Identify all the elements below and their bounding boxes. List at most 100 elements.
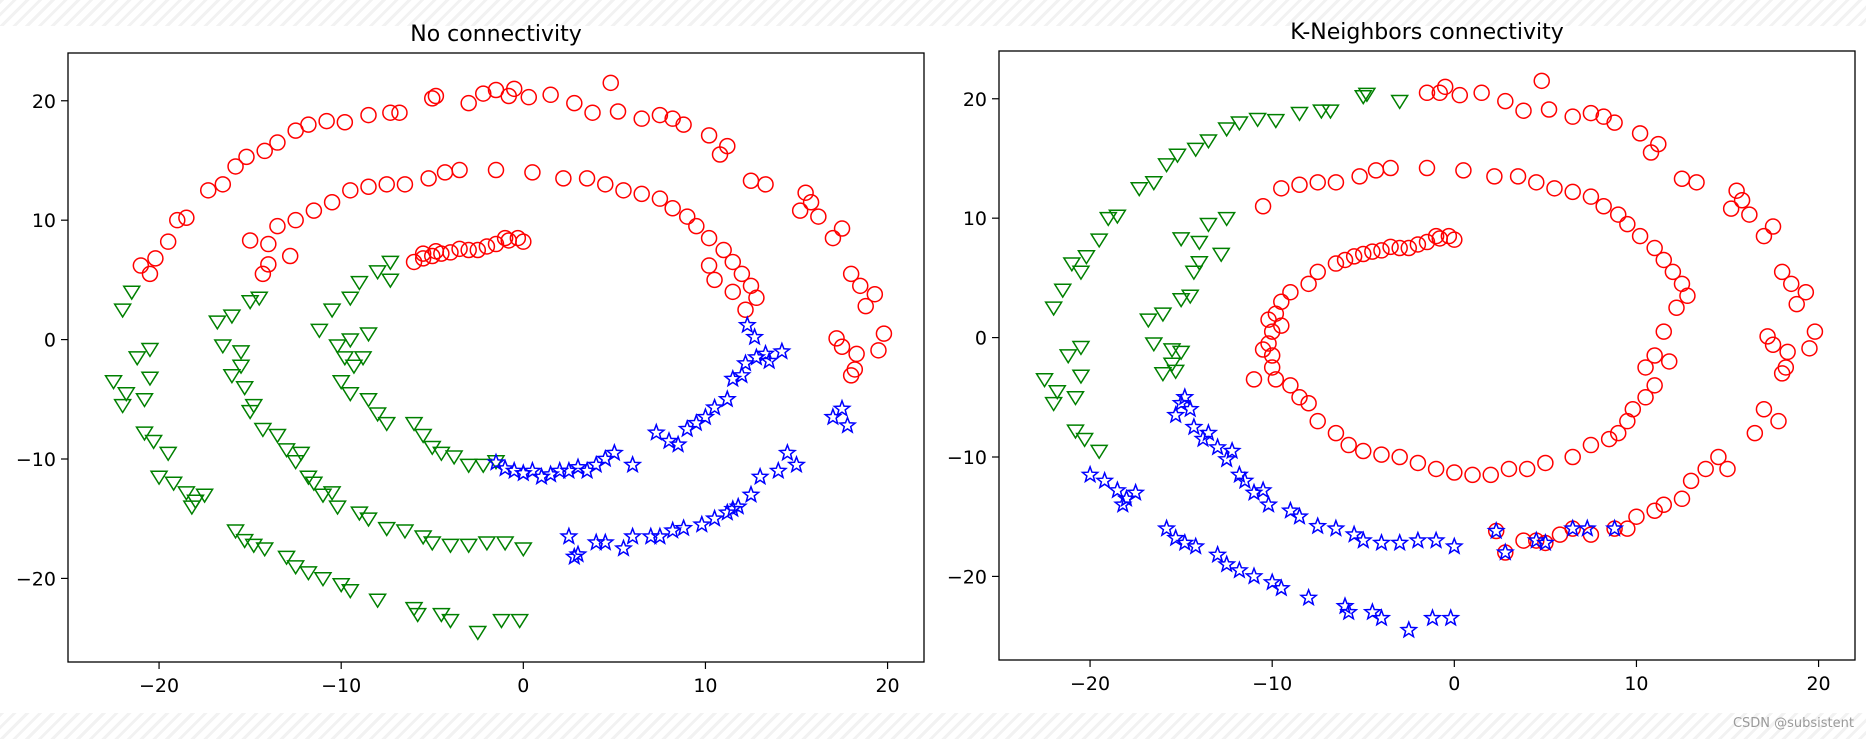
data-point bbox=[513, 542, 533, 558]
data-point bbox=[1418, 233, 1436, 251]
data-point bbox=[496, 229, 514, 247]
data-point bbox=[1217, 449, 1237, 468]
data-point bbox=[542, 86, 559, 104]
data-point bbox=[1382, 159, 1399, 177]
data-point bbox=[336, 114, 354, 131]
data-point bbox=[777, 442, 798, 462]
data-point bbox=[1336, 251, 1354, 269]
data-point bbox=[300, 116, 317, 133]
data-point bbox=[340, 333, 360, 349]
data-point bbox=[350, 275, 369, 291]
data-point bbox=[1071, 265, 1091, 281]
data-point bbox=[1362, 602, 1383, 621]
data-point bbox=[141, 265, 159, 283]
series-triangle bbox=[1035, 87, 1410, 460]
data-point bbox=[555, 170, 572, 187]
data-point bbox=[757, 176, 774, 193]
data-point bbox=[1335, 596, 1355, 615]
data-point bbox=[1193, 428, 1213, 448]
data-point bbox=[1673, 170, 1691, 188]
data-point bbox=[1764, 336, 1782, 354]
data-point bbox=[1391, 239, 1408, 257]
data-point bbox=[1235, 470, 1255, 490]
data-point bbox=[1327, 424, 1345, 442]
series-triangle bbox=[104, 255, 533, 641]
data-point bbox=[286, 455, 306, 471]
data-point bbox=[1455, 162, 1472, 179]
data-point bbox=[1642, 144, 1660, 161]
data-point bbox=[413, 428, 433, 444]
data-point bbox=[177, 486, 196, 502]
data-point bbox=[1071, 340, 1091, 356]
data-point bbox=[459, 538, 479, 554]
data-point bbox=[711, 146, 729, 163]
data-point bbox=[382, 104, 399, 121]
series-circle bbox=[1245, 72, 1824, 561]
data-point bbox=[1168, 148, 1187, 164]
data-point bbox=[1418, 159, 1436, 177]
data-point bbox=[1153, 367, 1173, 383]
data-point bbox=[1144, 337, 1164, 353]
plot-frame bbox=[67, 52, 925, 663]
data-point bbox=[1344, 524, 1364, 543]
data-point bbox=[255, 542, 275, 558]
data-point bbox=[1473, 84, 1490, 102]
data-point bbox=[1390, 532, 1410, 552]
data-point bbox=[1779, 343, 1796, 361]
data-point bbox=[1162, 357, 1182, 373]
data-point bbox=[1254, 197, 1272, 215]
data-point bbox=[1546, 180, 1563, 197]
data-point bbox=[235, 533, 255, 549]
data-point bbox=[678, 208, 696, 225]
data-point bbox=[441, 613, 460, 629]
data-point bbox=[1564, 183, 1581, 201]
data-point bbox=[1175, 532, 1195, 552]
data-point bbox=[1289, 506, 1310, 525]
data-point bbox=[1482, 466, 1499, 484]
data-point bbox=[478, 238, 496, 255]
data-point bbox=[1211, 247, 1231, 263]
data-point bbox=[424, 90, 441, 107]
data-point bbox=[1682, 472, 1700, 490]
data-point bbox=[1495, 542, 1515, 561]
data-point bbox=[1291, 389, 1308, 406]
data-point bbox=[1606, 114, 1623, 131]
data-point bbox=[318, 112, 335, 130]
data-point bbox=[1733, 192, 1751, 209]
data-point bbox=[340, 386, 360, 402]
data-point bbox=[704, 397, 725, 416]
data-point bbox=[1248, 112, 1267, 128]
data-point bbox=[675, 116, 692, 133]
data-point bbox=[663, 520, 683, 539]
data-point bbox=[487, 161, 505, 179]
data-point bbox=[1500, 460, 1518, 478]
data-point bbox=[405, 253, 423, 271]
x-tick-label: −10 bbox=[321, 675, 361, 697]
data-point bbox=[1153, 307, 1173, 323]
data-point bbox=[688, 217, 705, 235]
data-point bbox=[1373, 446, 1390, 463]
data-point bbox=[870, 342, 887, 359]
data-point bbox=[475, 85, 492, 102]
data-point bbox=[622, 526, 643, 545]
data-point bbox=[1308, 516, 1328, 535]
data-point bbox=[1773, 365, 1791, 382]
data-point bbox=[342, 182, 359, 199]
data-point bbox=[515, 233, 532, 250]
data-point bbox=[735, 353, 756, 372]
data-point bbox=[322, 303, 342, 319]
data-point bbox=[1062, 257, 1082, 273]
data-point bbox=[1509, 168, 1527, 185]
data-point bbox=[178, 209, 195, 227]
data-point bbox=[113, 398, 132, 414]
data-point bbox=[1066, 390, 1085, 406]
y-tick-label: −10 bbox=[16, 449, 56, 471]
data-point bbox=[615, 182, 632, 199]
data-point bbox=[277, 443, 296, 459]
data-point bbox=[1263, 347, 1281, 364]
data-point bbox=[158, 446, 178, 462]
data-point bbox=[842, 265, 860, 283]
data-point bbox=[1113, 494, 1133, 513]
data-point bbox=[715, 241, 732, 259]
data-point bbox=[1075, 432, 1094, 448]
